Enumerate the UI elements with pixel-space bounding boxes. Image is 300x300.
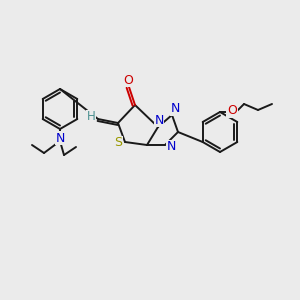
Text: S: S <box>114 136 122 149</box>
Text: N: N <box>166 140 176 154</box>
Text: O: O <box>227 104 237 118</box>
Text: H: H <box>87 110 95 124</box>
Text: N: N <box>170 103 180 116</box>
Text: N: N <box>55 131 65 145</box>
Text: O: O <box>123 74 133 86</box>
Text: N: N <box>154 113 164 127</box>
